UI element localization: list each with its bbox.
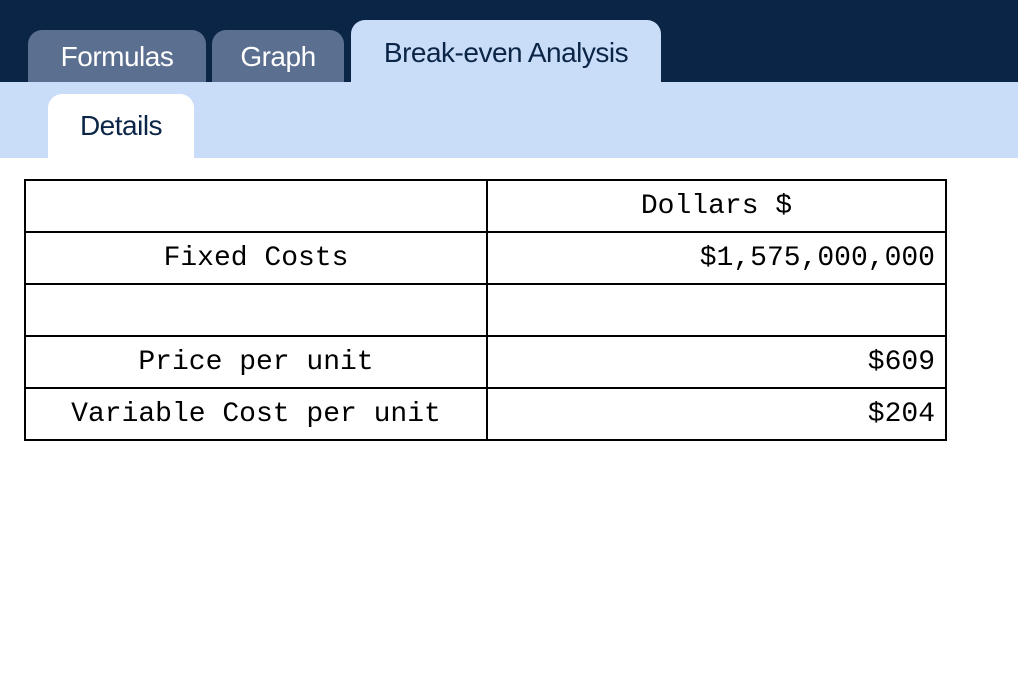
value-cell: $1,575,000,000 — [486, 231, 947, 285]
tab[interactable]: Formulas — [28, 30, 206, 82]
label-cell: Price per unit — [24, 335, 488, 389]
value-cell — [486, 283, 947, 337]
header-cell — [24, 179, 488, 233]
table-row: Variable Cost per unit $204 — [24, 387, 947, 441]
value-cell: $609 — [486, 335, 947, 389]
subtab[interactable]: Details — [48, 94, 194, 158]
label-cell: Variable Cost per unit — [24, 387, 488, 441]
header-cell: Dollars $ — [486, 179, 947, 233]
tab[interactable]: Break-even Analysis — [351, 20, 661, 82]
tab-bar: Formulas Graph Break-even Analysis — [0, 0, 1018, 82]
value-cell: $204 — [486, 387, 947, 441]
header-row: Dollars $ — [24, 179, 947, 233]
table-row — [24, 283, 947, 337]
label-cell: Fixed Costs — [24, 231, 488, 285]
subtab-bar: Details — [0, 82, 1018, 158]
table-row: Fixed Costs $1,575,000,000 — [24, 231, 947, 285]
table-row: Price per unit $609 — [24, 335, 947, 389]
tab[interactable]: Graph — [212, 30, 344, 82]
label-cell — [24, 283, 488, 337]
data-table: Dollars $ Fixed Costs $1,575,000,000 Price … — [24, 179, 947, 441]
